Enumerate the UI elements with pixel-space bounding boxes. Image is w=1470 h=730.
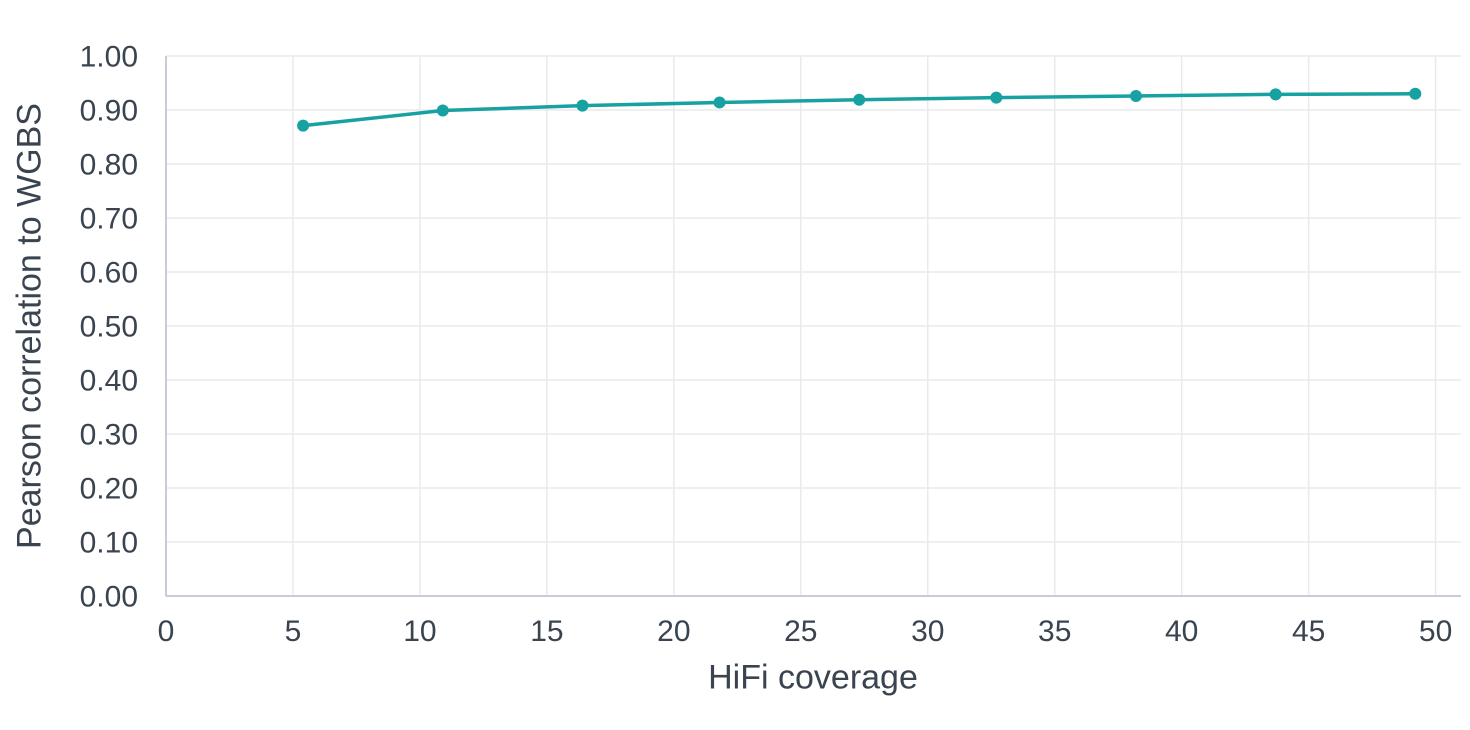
x-tick-label: 10 xyxy=(403,615,436,648)
y-tick-label: 0.40 xyxy=(80,365,138,398)
x-tick-label: 45 xyxy=(1292,615,1325,648)
data-point-marker xyxy=(436,104,449,117)
data-point-marker xyxy=(853,93,866,106)
x-tick-label: 5 xyxy=(285,615,302,648)
y-tick-label: 0.30 xyxy=(80,419,138,452)
y-tick-label: 0.50 xyxy=(80,311,138,344)
y-tick-label: 0.90 xyxy=(80,95,138,128)
y-tick-label: 0.60 xyxy=(80,257,138,290)
x-tick-label: 0 xyxy=(158,615,175,648)
y-tick-label: 0.70 xyxy=(80,203,138,236)
data-point-marker xyxy=(990,91,1003,104)
x-tick-label: 50 xyxy=(1419,615,1452,648)
x-axis-title: HiFi coverage xyxy=(708,658,918,697)
data-point-marker xyxy=(1409,87,1422,100)
y-tick-label: 0.20 xyxy=(80,473,138,506)
x-tick-label: 35 xyxy=(1038,615,1071,648)
y-tick-label: 0.00 xyxy=(80,581,138,614)
x-tick-label: 15 xyxy=(530,615,563,648)
x-tick-label: 30 xyxy=(911,615,944,648)
x-tick-label: 40 xyxy=(1165,615,1198,648)
data-point-marker xyxy=(1129,89,1142,102)
x-tick-label: 20 xyxy=(657,615,690,648)
y-tick-label: 0.10 xyxy=(80,527,138,560)
y-tick-label: 0.80 xyxy=(80,149,138,182)
y-tick-label: 1.00 xyxy=(80,41,138,74)
data-point-marker xyxy=(713,96,726,109)
x-tick-label: 25 xyxy=(784,615,817,648)
data-point-marker xyxy=(1269,88,1282,101)
data-point-marker xyxy=(576,99,589,112)
data-point-marker xyxy=(297,119,310,132)
y-axis-title: Pearson correlation to WGBS xyxy=(10,103,49,549)
